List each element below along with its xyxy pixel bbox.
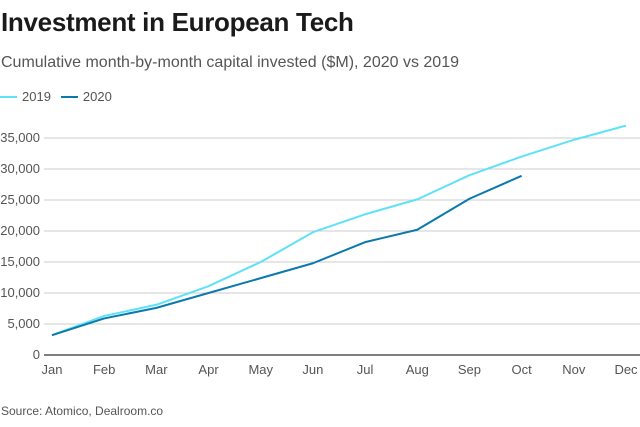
y-tick-label: 25,000 xyxy=(0,192,40,207)
y-tick-label: 35,000 xyxy=(0,130,40,145)
series-line-2019 xyxy=(51,124,627,337)
legend-item-2019: 2019 xyxy=(0,89,51,104)
legend-item-2020: 2020 xyxy=(60,89,112,104)
legend-label-2020: 2020 xyxy=(82,89,112,104)
x-tick-label: Dec xyxy=(614,362,638,377)
chart-subtitle: Cumulative month-by-month capital invest… xyxy=(1,54,459,71)
y-tick-label: 0 xyxy=(33,347,40,362)
x-tick-label: Jan xyxy=(42,362,63,377)
legend: 2019 2020 xyxy=(0,89,122,104)
x-tick-label: Jul xyxy=(357,362,374,377)
legend-swatch-2020 xyxy=(60,95,78,98)
x-tick-label: May xyxy=(248,362,273,377)
x-tick-label: Mar xyxy=(145,362,168,377)
x-tick-label: Oct xyxy=(512,362,533,377)
y-tick-label: 15,000 xyxy=(0,254,40,269)
y-tick-label: 5,000 xyxy=(7,316,40,331)
series-line-2020 xyxy=(51,174,523,337)
x-tick-label: Aug xyxy=(406,362,429,377)
legend-swatch-2019 xyxy=(0,95,17,98)
chart-title: Investment in European Tech xyxy=(1,7,354,37)
x-tick-label: Feb xyxy=(93,362,115,377)
x-tick-label: Nov xyxy=(562,362,586,377)
y-tick-label: 10,000 xyxy=(0,285,40,300)
x-tick-label: Sep xyxy=(458,362,481,377)
source-note: Source: Atomico, Dealroom.co xyxy=(1,404,164,418)
x-tick-label: Apr xyxy=(198,362,219,377)
y-tick-label: 30,000 xyxy=(0,161,40,176)
y-tick-label: 20,000 xyxy=(0,223,40,238)
x-tick-label: Jun xyxy=(302,362,323,377)
legend-label-2019: 2019 xyxy=(22,89,51,104)
